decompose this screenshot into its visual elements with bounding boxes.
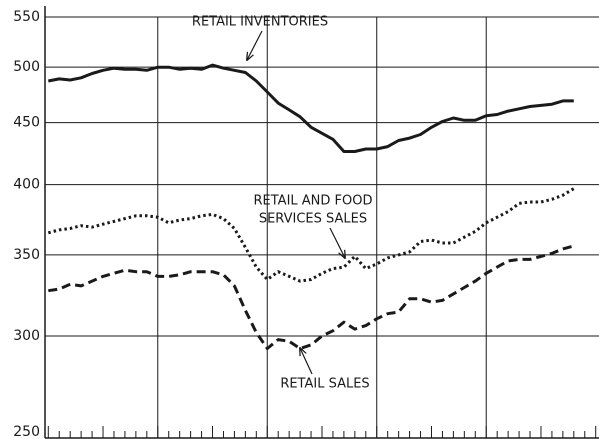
y-tick-label: 250 [13,424,40,439]
lines [47,63,575,350]
series-line [47,187,575,283]
y-tick-label: 350 [13,247,40,263]
annotation: RETAIL INVENTORIES [192,15,328,30]
y-tick-label: 300 [13,328,40,344]
annotation-arrow [329,227,345,258]
y-tick-label: 550 [13,9,40,25]
y-tick-label: 500 [13,59,40,75]
annotation: SERVICES SALES [259,212,367,227]
series-line [48,244,575,350]
annotation: RETAIL AND FOOD [254,194,373,209]
annotation-arrow [247,30,263,60]
series-line [48,63,574,153]
annotation-arrow [300,348,313,375]
y-tick-label: 450 [13,115,40,131]
grid [45,16,599,438]
y-tick-label: 400 [13,177,40,193]
annotation: RETAIL SALES [280,377,369,392]
